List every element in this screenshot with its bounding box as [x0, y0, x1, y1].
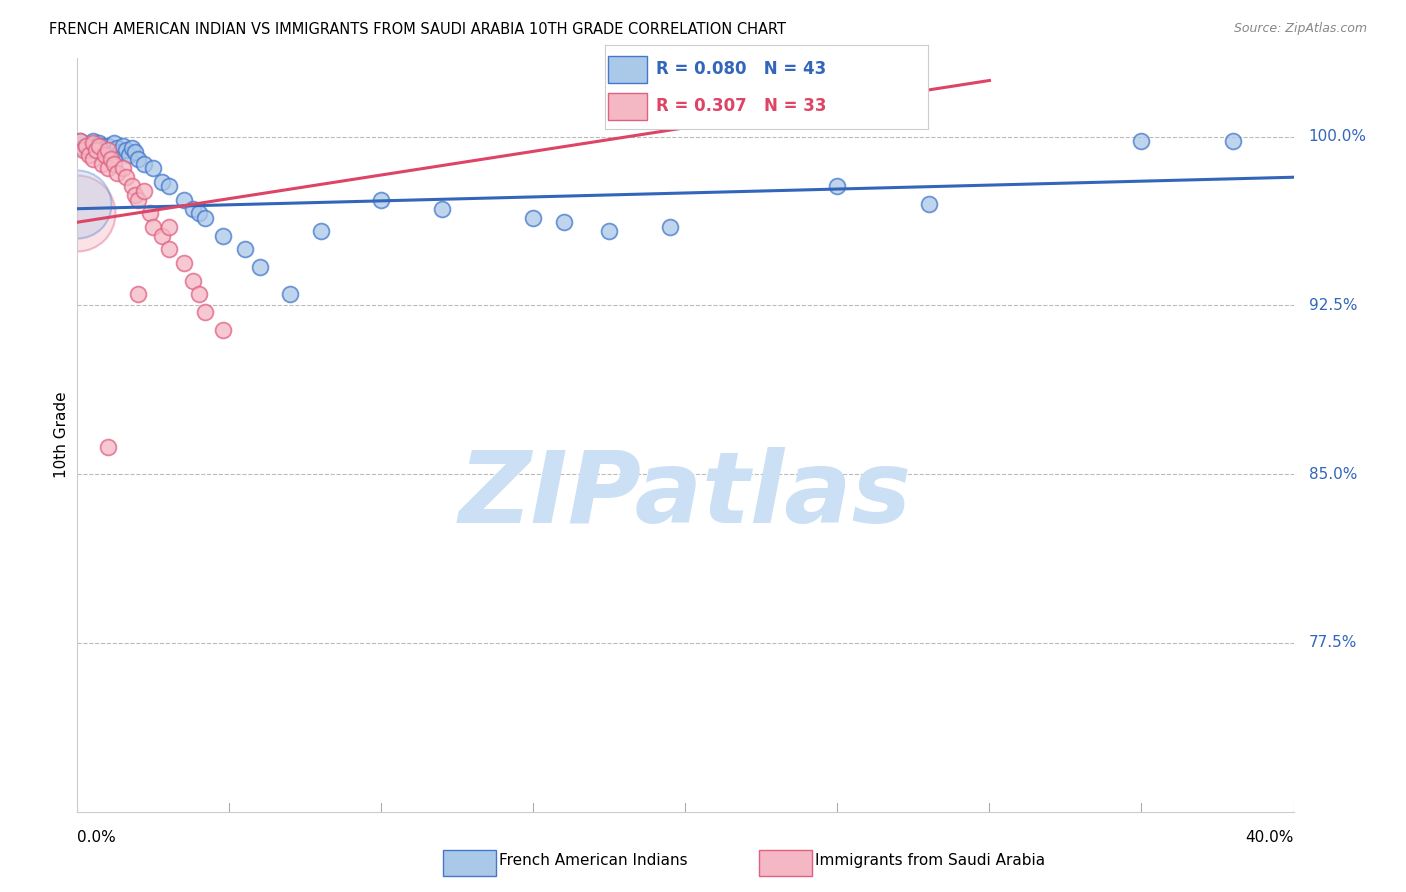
Point — [1130, 134, 1153, 148]
Point — [93, 147, 115, 161]
Text: R = 0.080   N = 43: R = 0.080 N = 43 — [657, 60, 827, 78]
Point — [69, 134, 91, 148]
Point — [105, 141, 128, 155]
Text: 0.0%: 0.0% — [77, 830, 117, 845]
Point — [127, 153, 149, 167]
Point — [212, 228, 235, 243]
Point — [97, 161, 120, 176]
Point — [152, 175, 174, 189]
Point — [75, 138, 97, 153]
Point — [212, 323, 235, 337]
Point — [111, 161, 134, 176]
Point — [173, 256, 195, 270]
Point — [97, 138, 120, 153]
FancyBboxPatch shape — [759, 850, 813, 876]
Point — [103, 157, 125, 171]
Point — [188, 287, 211, 301]
Point — [157, 242, 180, 256]
Point — [82, 153, 104, 167]
Point — [87, 136, 110, 151]
Point — [79, 147, 101, 161]
Text: 85.0%: 85.0% — [1309, 467, 1357, 482]
Point — [233, 242, 256, 256]
Point — [1222, 134, 1244, 148]
Point — [142, 161, 165, 176]
Point — [75, 138, 97, 153]
Point — [121, 179, 143, 194]
Point — [918, 197, 941, 211]
Point — [553, 215, 575, 229]
Point — [97, 440, 120, 454]
Point — [111, 138, 134, 153]
Text: FRENCH AMERICAN INDIAN VS IMMIGRANTS FROM SAUDI ARABIA 10TH GRADE CORRELATION CH: FRENCH AMERICAN INDIAN VS IMMIGRANTS FRO… — [49, 22, 786, 37]
Point — [103, 136, 125, 151]
Point — [181, 274, 204, 288]
Point — [82, 136, 104, 151]
Text: R = 0.307   N = 33: R = 0.307 N = 33 — [657, 97, 827, 115]
Point — [79, 143, 101, 157]
Point — [93, 145, 115, 160]
Point — [72, 141, 94, 155]
Point — [72, 143, 94, 157]
Point — [121, 141, 143, 155]
Point — [124, 188, 146, 202]
Point — [249, 260, 271, 275]
Text: 92.5%: 92.5% — [1309, 298, 1357, 313]
Point — [152, 228, 174, 243]
Point — [66, 206, 89, 220]
Point — [127, 287, 149, 301]
Text: ZIPatlas: ZIPatlas — [458, 447, 912, 543]
Point — [84, 143, 107, 157]
Point — [90, 157, 112, 171]
Point — [173, 193, 195, 207]
Point — [87, 138, 110, 153]
FancyBboxPatch shape — [607, 55, 647, 83]
Point — [139, 206, 162, 220]
Point — [84, 141, 107, 155]
Point — [66, 197, 89, 211]
Point — [82, 134, 104, 148]
Point — [309, 224, 332, 238]
Text: French American Indians: French American Indians — [499, 853, 688, 868]
Point — [827, 179, 849, 194]
Y-axis label: 10th Grade: 10th Grade — [53, 392, 69, 478]
Point — [115, 143, 138, 157]
Point — [598, 224, 620, 238]
FancyBboxPatch shape — [607, 93, 647, 120]
Point — [69, 134, 91, 148]
Point — [134, 184, 156, 198]
Point — [108, 145, 131, 160]
FancyBboxPatch shape — [443, 850, 496, 876]
Point — [97, 143, 120, 157]
Point — [127, 193, 149, 207]
Text: Source: ZipAtlas.com: Source: ZipAtlas.com — [1233, 22, 1367, 36]
Point — [90, 138, 112, 153]
Point — [157, 179, 180, 194]
Point — [124, 145, 146, 160]
Text: Immigrants from Saudi Arabia: Immigrants from Saudi Arabia — [815, 853, 1046, 868]
Point — [370, 193, 392, 207]
Text: 77.5%: 77.5% — [1309, 635, 1357, 650]
Point — [118, 147, 141, 161]
Point — [194, 211, 217, 225]
Point — [105, 166, 128, 180]
Point — [134, 157, 156, 171]
Point — [659, 219, 682, 234]
Point — [115, 170, 138, 185]
Text: 40.0%: 40.0% — [1246, 830, 1294, 845]
Point — [522, 211, 544, 225]
Point — [430, 202, 453, 216]
Point — [188, 206, 211, 220]
Point — [100, 153, 122, 167]
Point — [100, 143, 122, 157]
Point — [157, 219, 180, 234]
Point — [181, 202, 204, 216]
Point — [194, 305, 217, 319]
Point — [278, 287, 301, 301]
Point — [142, 219, 165, 234]
Text: 100.0%: 100.0% — [1309, 129, 1367, 145]
